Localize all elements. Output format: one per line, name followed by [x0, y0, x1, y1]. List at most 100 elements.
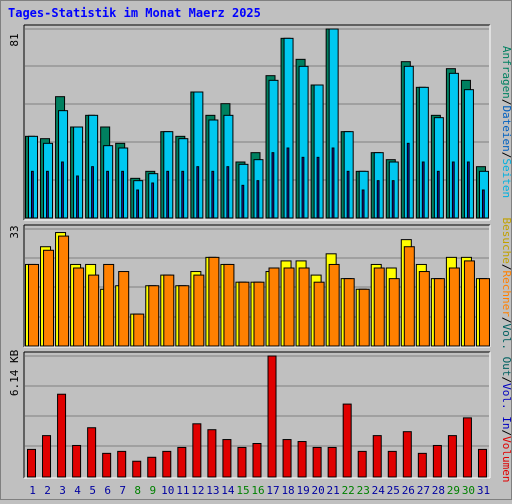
bar-rechner — [298, 267, 310, 347]
bar-rechner — [148, 285, 160, 347]
bar-seiten — [226, 166, 230, 219]
bar-seiten — [391, 180, 395, 219]
bars-requests — [25, 28, 489, 219]
bar-rechner — [373, 267, 385, 347]
x-tick-label: 30 — [462, 484, 475, 497]
bar-seiten — [286, 147, 290, 219]
bar-rechner — [163, 274, 175, 347]
legend-volumen: Volumen — [500, 436, 512, 482]
legend-anfragen: Anfragen — [500, 46, 512, 99]
max-label-volume: 6.14 KB — [8, 349, 21, 396]
bar-seiten — [211, 170, 215, 219]
bar-rechner — [28, 263, 39, 347]
bar-seiten — [256, 180, 260, 219]
bar-seiten — [421, 161, 425, 219]
bar-volumen — [147, 456, 157, 478]
bar-volumen — [192, 423, 202, 478]
bar-volumen — [27, 448, 36, 478]
x-tick-label: 18 — [281, 484, 294, 497]
legend-sep: / — [500, 152, 512, 159]
bar-rechner — [43, 249, 55, 347]
bar-rechner — [418, 271, 430, 347]
bar-rechner — [313, 281, 325, 347]
bar-rechner — [463, 260, 475, 347]
bar-volumen — [57, 393, 67, 478]
x-tick-label: 17 — [266, 484, 279, 497]
bar-seiten — [76, 175, 79, 219]
x-tick-label: 11 — [176, 484, 189, 497]
x-tick-label: 7 — [119, 484, 126, 497]
bar-rechner — [433, 278, 445, 347]
bar-seiten — [436, 170, 440, 219]
bar-volumen — [72, 444, 82, 478]
bar-volumen — [42, 435, 52, 478]
x-tick-label: 25 — [387, 484, 400, 497]
bar-rechner — [58, 235, 70, 347]
x-tick-label: 26 — [402, 484, 415, 497]
bar-volumen — [132, 460, 142, 478]
legend-dateien: Dateien — [500, 105, 512, 151]
bar-seiten — [166, 170, 170, 219]
x-tick-label: 10 — [161, 484, 174, 497]
x-tick-label: 6 — [104, 484, 111, 497]
bar-seiten — [181, 170, 185, 219]
bar-seiten — [301, 156, 305, 219]
x-tick-label: 22 — [342, 484, 355, 497]
bar-rechner — [118, 271, 130, 347]
x-tick-label: 29 — [447, 484, 460, 497]
chart-title: Tages-Statistik im Monat Maerz 2025 — [8, 6, 261, 20]
bar-rechner — [208, 256, 220, 347]
bar-volumen — [222, 439, 232, 478]
x-tick-label: 8 — [134, 484, 141, 497]
bar-rechner — [478, 278, 490, 347]
x-tick-label: 5 — [89, 484, 96, 497]
legend-vol-in: Vol. In — [500, 383, 512, 429]
bar-volumen — [417, 452, 427, 478]
bar-seiten — [46, 170, 49, 219]
bar-volumen — [87, 427, 97, 478]
bar-rechner — [223, 263, 235, 347]
bar-volumen — [447, 435, 457, 478]
bar-volumen — [267, 355, 277, 478]
x-tick-label: 13 — [206, 484, 219, 497]
bar-volumen — [327, 446, 337, 478]
bar-volumen — [237, 446, 247, 478]
bar-seiten — [316, 156, 320, 219]
bar-rechner — [178, 285, 190, 347]
legend-sep: / — [500, 429, 512, 436]
x-tick-label: 20 — [312, 484, 325, 497]
bar-seiten — [31, 170, 34, 219]
bar-rechner — [103, 263, 115, 347]
x-tick-label: 4 — [74, 484, 81, 497]
bar-seiten — [151, 182, 155, 219]
bar-seiten — [346, 170, 350, 219]
bar-volumen — [117, 450, 127, 478]
legend-sep: / — [500, 99, 512, 106]
bar-seiten — [196, 166, 200, 219]
bar-rechner — [343, 278, 355, 347]
legend-rechner: Rechner — [500, 271, 512, 318]
legend-vol-out: Vol. Out — [500, 324, 512, 377]
bar-volumen — [477, 448, 487, 478]
bar-rechner — [388, 278, 400, 347]
bar-rechner — [403, 246, 415, 347]
bar-volumen — [102, 452, 112, 478]
bar-rechner — [73, 267, 85, 347]
bar-rechner — [328, 263, 340, 347]
x-tick-label: 12 — [191, 484, 204, 497]
bar-rechner — [448, 267, 460, 347]
x-tick-label: 14 — [221, 484, 235, 497]
bar-rechner — [238, 281, 250, 347]
bar-seiten — [61, 161, 64, 219]
bar-seiten — [361, 189, 365, 219]
x-tick-label: 3 — [59, 484, 66, 497]
bar-volumen — [432, 444, 442, 478]
legend-besuche: Besuche — [500, 218, 512, 264]
bars-visits — [25, 232, 490, 347]
bar-volumen — [387, 450, 397, 478]
bar-seiten — [121, 170, 124, 219]
x-tick-label: 19 — [296, 484, 309, 497]
x-axis-day-labels: 1 2 3 4 5 6 7 8 9 10 11 12 13 14 15 16 17 18 19 20 21 22 23 24 2… — [29, 484, 490, 497]
bar-seiten — [331, 147, 335, 219]
